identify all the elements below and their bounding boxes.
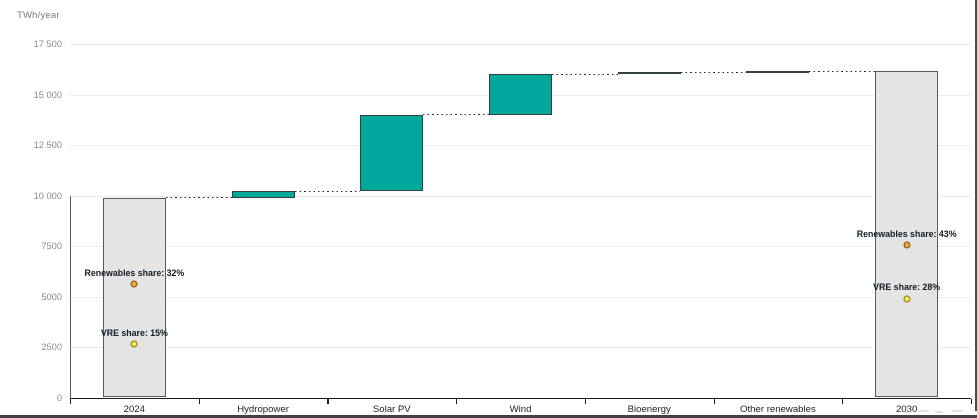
bar-bioenergy (617, 72, 681, 75)
connector-line (552, 73, 618, 75)
annotation-dot-2030 (903, 295, 911, 303)
y-tick-label: 5000 (41, 291, 62, 302)
x-axis-tick (198, 398, 200, 404)
gridline (70, 195, 971, 197)
x-axis-line (70, 397, 971, 399)
watermark-fragment (905, 408, 973, 414)
bar-solar-pv (360, 114, 424, 192)
gridline (70, 296, 971, 298)
window-edge-bottom (0, 414, 977, 418)
x-axis-label-hydropower: Hydropower (237, 404, 289, 415)
x-axis-label-2024: 2024 (123, 404, 146, 415)
y-tick-label: 10 000 (33, 190, 62, 201)
x-axis-label-solar-pv: Solar PV (372, 404, 411, 415)
connector-line (294, 190, 361, 193)
y-tick-label: 7500 (41, 241, 62, 251)
gridline (70, 44, 971, 45)
bar-other-renewables (746, 71, 810, 74)
connector-line (680, 71, 747, 73)
annotation-label-vre-share-2024: VRE share: 15% (100, 327, 168, 338)
annotation-label-renewables-share-2024: Renewables share: 32% (84, 267, 185, 278)
x-axis-tick (327, 398, 329, 404)
y-tick-label: 15 000 (33, 89, 62, 100)
annotation-dot-2024 (130, 280, 138, 288)
annotation-dot-2030 (903, 241, 911, 249)
bar-wind (489, 74, 552, 115)
y-tick-label: 17 500 (33, 39, 62, 49)
bar-2024 (102, 197, 166, 398)
x-axis-tick (971, 398, 973, 404)
window-edge-right (974, 0, 977, 411)
x-axis-tick (70, 398, 72, 404)
bar-hydropower (231, 191, 295, 198)
x-axis-tick (713, 398, 715, 404)
gridline (70, 246, 971, 247)
gridline (70, 145, 971, 146)
annotation-label-renewables-share-2030: Renewables share: 43% (856, 228, 957, 239)
x-axis-label-bioenergy: Bioenergy (627, 404, 671, 415)
bar-2030 (875, 71, 939, 398)
annotation-label-vre-share-2030: VRE share: 28% (873, 282, 941, 293)
y-tick-label: 0 (56, 392, 62, 403)
connector-line (809, 70, 876, 72)
x-axis-label-other-renewables: Other renewables (740, 404, 816, 415)
x-axis-label-2030: 2030 (895, 404, 918, 415)
connector-line (423, 114, 489, 116)
x-axis-tick (456, 398, 458, 404)
annotation-dot-2024 (130, 340, 138, 348)
x-axis-tick (584, 398, 587, 404)
x-axis-tick (842, 398, 844, 404)
connector-line (165, 196, 232, 199)
y-tick-label: 12 500 (33, 140, 62, 150)
y-axis-line (69, 195, 71, 399)
y-tick-label: 2500 (41, 342, 62, 352)
gridline (70, 347, 971, 348)
y-axis-unit-label: TWh/year (17, 10, 60, 21)
x-axis-label-wind: Wind (509, 404, 532, 415)
